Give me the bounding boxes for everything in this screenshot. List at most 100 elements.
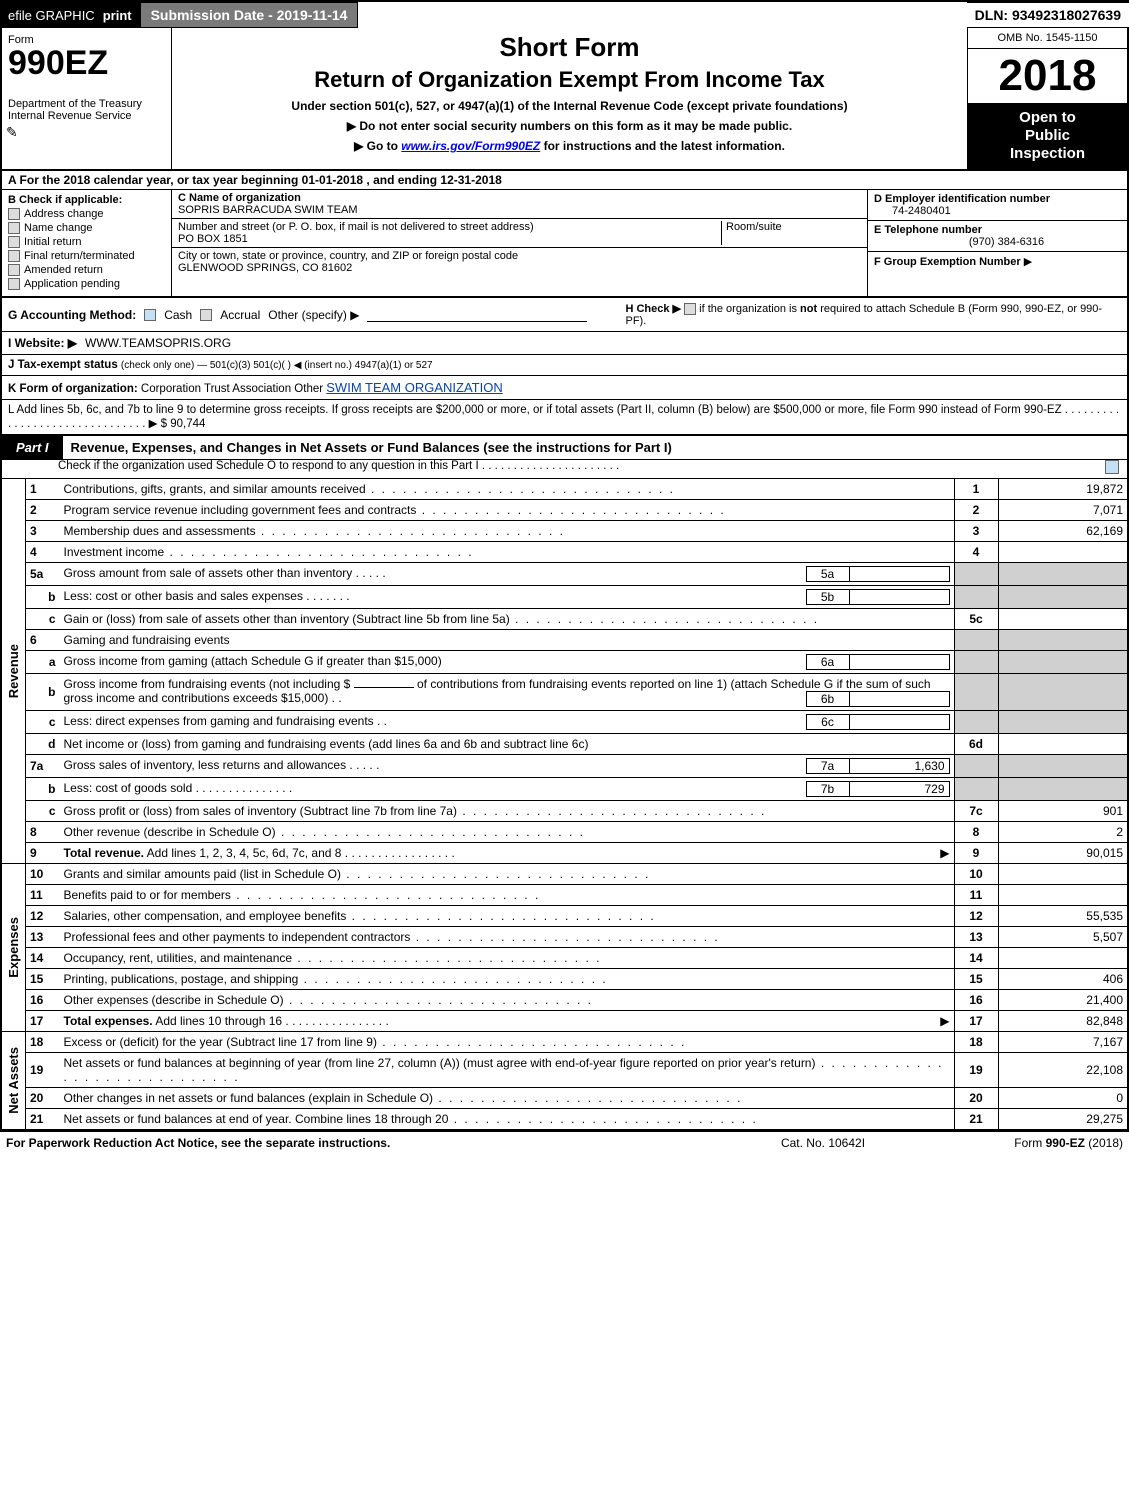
cb-final-return[interactable]: Final return/terminated xyxy=(8,250,165,262)
line-value: 901 xyxy=(998,801,1128,822)
section-bcd: B Check if applicable: Address change Na… xyxy=(0,190,1129,298)
recycle-icon: ✎ xyxy=(6,124,18,141)
checkbox-icon[interactable] xyxy=(8,222,20,234)
line-ref-grey xyxy=(954,651,998,674)
line-value: 2 xyxy=(998,822,1128,843)
table-row: 20Other changes in net assets or fund ba… xyxy=(1,1088,1128,1109)
col-b: B Check if applicable: Address change Na… xyxy=(2,190,172,296)
table-row: b Less: cost or other basis and sales ex… xyxy=(1,586,1128,609)
k-link[interactable]: SWIM TEAM ORGANIZATION xyxy=(326,380,502,395)
mid-box-value xyxy=(850,654,950,670)
line-ref: 7c xyxy=(954,801,998,822)
j-label: J Tax-exempt status xyxy=(8,359,118,371)
g-cash: Cash xyxy=(164,308,192,322)
line-desc: Other changes in net assets or fund bala… xyxy=(60,1088,955,1109)
line-num: 21 xyxy=(26,1109,60,1131)
line-value: 7,167 xyxy=(998,1032,1128,1053)
i-value: WWW.TEAMSOPRIS.ORG xyxy=(85,336,231,350)
line-ref-grey xyxy=(954,563,998,586)
c-addr-row: Number and street (or P. O. box, if mail… xyxy=(172,219,867,248)
part1-header: Part I Revenue, Expenses, and Changes in… xyxy=(0,436,1129,460)
line-ref: 19 xyxy=(954,1053,998,1088)
h-label: H Check ▶ xyxy=(625,303,681,315)
line-desc: Net assets or fund balances at beginning… xyxy=(60,1053,955,1088)
line-num: 3 xyxy=(26,521,60,542)
mid-box-label: 5a xyxy=(806,566,850,582)
irs-link[interactable]: www.irs.gov/Form990EZ xyxy=(401,139,540,153)
radio-cash-icon[interactable] xyxy=(144,309,156,321)
checkbox-icon[interactable] xyxy=(8,208,20,220)
line-num: 7a xyxy=(26,755,60,778)
table-row: 3Membership dues and assessments 362,169 xyxy=(1,521,1128,542)
mid-box-label: 6b xyxy=(806,691,850,707)
line-desc: Gross income from gaming (attach Schedul… xyxy=(60,651,955,674)
checkbox-icon[interactable] xyxy=(8,278,20,290)
cb-address-change[interactable]: Address change xyxy=(8,208,165,220)
netassets-side-label: Net Assets xyxy=(1,1032,26,1131)
line-value: 0 xyxy=(998,1088,1128,1109)
under-section: Under section 501(c), 527, or 4947(a)(1)… xyxy=(178,99,961,113)
band-a-pre: A For the 2018 calendar year, or tax yea… xyxy=(8,173,302,187)
cb-name-change[interactable]: Name change xyxy=(8,222,165,234)
expenses-side-label: Expenses xyxy=(1,864,26,1032)
line-ref: 1 xyxy=(954,479,998,500)
cb-application-pending[interactable]: Application pending xyxy=(8,278,165,290)
line-desc: Total revenue. Add lines 1, 2, 3, 4, 5c,… xyxy=(60,843,955,864)
f-label: F Group Exemption Number xyxy=(874,256,1021,268)
e-phone: E Telephone number (970) 384-6316 xyxy=(868,221,1127,252)
checkbox-icon[interactable] xyxy=(8,264,20,276)
ssn-warning: ▶ Do not enter social security numbers o… xyxy=(178,119,961,133)
schedule-o-checkbox-icon[interactable] xyxy=(1105,460,1119,474)
arrow-icon: ▶ xyxy=(1024,256,1032,268)
part1-sub: Check if the organization used Schedule … xyxy=(0,460,1129,479)
line-num: c xyxy=(26,711,60,734)
cb-amended-return[interactable]: Amended return xyxy=(8,264,165,276)
line-ref: 10 xyxy=(954,864,998,885)
table-row: Net Assets 18Excess or (deficit) for the… xyxy=(1,1032,1128,1053)
goto-line: ▶ Go to www.irs.gov/Form990EZ for instru… xyxy=(178,139,961,153)
print-label[interactable]: print xyxy=(103,8,132,23)
line-desc: Professional fees and other payments to … xyxy=(60,927,955,948)
line-desc: Net income or (loss) from gaming and fun… xyxy=(60,734,955,755)
line-num: a xyxy=(26,651,60,674)
table-row: dNet income or (loss) from gaming and fu… xyxy=(1,734,1128,755)
line-desc: Less: direct expenses from gaming and fu… xyxy=(60,711,955,734)
line-desc: Gross profit or (loss) from sales of inv… xyxy=(60,801,955,822)
short-form-title: Short Form xyxy=(178,32,961,63)
line-desc: Contributions, gifts, grants, and simila… xyxy=(60,479,955,500)
table-row: 13Professional fees and other payments t… xyxy=(1,927,1128,948)
mid-box-value xyxy=(850,566,950,582)
checkbox-icon[interactable] xyxy=(8,250,20,262)
i-website-row: I Website: ▶ WWW.TEAMSOPRIS.ORG xyxy=(0,332,1129,355)
k-opts: Corporation Trust Association Other xyxy=(141,383,323,395)
line-ref: 13 xyxy=(954,927,998,948)
header-right: OMB No. 1545-1150 2018 Open to Public In… xyxy=(967,28,1127,169)
c-value: SOPRIS BARRACUDA SWIM TEAM xyxy=(178,204,861,216)
line-ref: 4 xyxy=(954,542,998,563)
line-num: 1 xyxy=(26,479,60,500)
line-num: 14 xyxy=(26,948,60,969)
line-value-grey xyxy=(998,651,1128,674)
mid-box-value: 1,630 xyxy=(850,758,950,774)
footer-cat: Cat. No. 10642I xyxy=(723,1136,923,1150)
page-footer: For Paperwork Reduction Act Notice, see … xyxy=(0,1131,1129,1154)
b-title: B Check if applicable: xyxy=(8,194,165,206)
line-value: 82,848 xyxy=(998,1011,1128,1032)
table-row: b Less: cost of goods sold . . . . . . .… xyxy=(1,778,1128,801)
h-checkbox-icon[interactable] xyxy=(684,303,696,315)
g-other-input[interactable] xyxy=(367,308,587,322)
cb-initial-return[interactable]: Initial return xyxy=(8,236,165,248)
table-row: Expenses 10Grants and similar amounts pa… xyxy=(1,864,1128,885)
mid-box-label: 6a xyxy=(806,654,850,670)
cb-label: Final return/terminated xyxy=(24,250,135,262)
irs-label: Internal Revenue Service xyxy=(8,110,165,122)
checkbox-icon[interactable] xyxy=(8,236,20,248)
line-value: 19,872 xyxy=(998,479,1128,500)
g-other: Other (specify) ▶ xyxy=(268,308,359,322)
line-num: c xyxy=(26,801,60,822)
j-rest: (check only one) — 501(c)(3) 501(c)( ) ◀… xyxy=(121,360,433,371)
cb-label: Application pending xyxy=(24,278,120,290)
radio-accrual-icon[interactable] xyxy=(200,309,212,321)
line-ref-grey xyxy=(954,778,998,801)
line-ref-grey xyxy=(954,674,998,711)
